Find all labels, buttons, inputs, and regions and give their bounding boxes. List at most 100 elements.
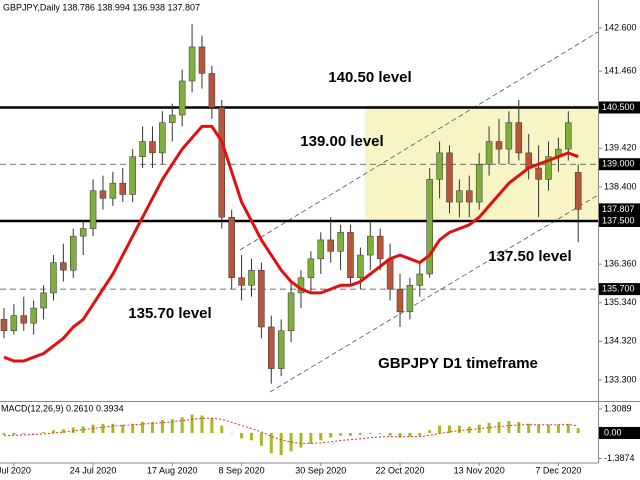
macd-bar (289, 432, 293, 452)
macd-bar (210, 418, 214, 433)
macd-bar (170, 419, 174, 433)
x-tick-label: Jul 2020 (0, 465, 31, 475)
macd-bar (22, 432, 26, 434)
macd-bar (279, 432, 283, 456)
macd-bar (457, 425, 461, 433)
candle-body (198, 46, 206, 74)
candle-body (0, 319, 8, 331)
price-tag (599, 101, 640, 114)
macd-bar (259, 432, 263, 446)
candle-body (317, 239, 325, 260)
x-tick-label: 17 Aug 2020 (147, 465, 198, 475)
x-tick-label: 7 Dec 2020 (535, 465, 581, 475)
y-tick-label: 136.360 (604, 259, 637, 269)
candle-body (50, 262, 57, 294)
macd-bar (329, 432, 333, 438)
price-tag (599, 283, 640, 296)
macd-bar (517, 421, 521, 433)
macd-bar (368, 432, 372, 434)
candle-body (60, 262, 67, 271)
price-tag-label: 139.000 (602, 159, 635, 169)
candle-body (30, 307, 37, 324)
macd-bar (12, 432, 16, 435)
macd-bar (497, 421, 501, 433)
macd-bar (32, 432, 36, 434)
macd-bar (160, 420, 164, 433)
candle-body (327, 239, 334, 252)
candle-body (70, 235, 77, 271)
candle-body (436, 152, 443, 180)
candle-body (238, 277, 245, 286)
macd-bar (220, 425, 224, 433)
macd-bar (180, 417, 184, 433)
candle-body (218, 107, 226, 218)
macd-bar (408, 432, 412, 437)
macd-bar (467, 426, 471, 433)
candle-body (416, 273, 424, 286)
candle-body (456, 190, 463, 203)
candle-body (119, 182, 127, 195)
macd-bar (566, 423, 570, 433)
macd-bar (358, 432, 362, 435)
candle-body (149, 141, 156, 154)
candle-body (159, 122, 166, 154)
macd-bar (141, 421, 145, 433)
candle-body (367, 235, 374, 256)
macd-bar (388, 432, 392, 436)
macd-bar (556, 424, 560, 433)
macd-y-tick-label: -1.3874 (604, 453, 635, 463)
candle-body (347, 232, 354, 279)
macd-bar (299, 432, 303, 448)
macd-bar (111, 423, 115, 433)
price-tag-label: 135.700 (602, 283, 635, 293)
y-tick-label: 133.300 (604, 374, 637, 384)
macd-bar (537, 424, 541, 433)
macd-bar (131, 423, 135, 433)
y-tick-label: 138.400 (604, 181, 637, 191)
x-tick-label: 8 Sep 2020 (219, 465, 265, 475)
price-tag (599, 203, 640, 216)
y-tick-label: 135.340 (604, 297, 637, 307)
annotation: GBPJPY D1 timeframe (378, 355, 538, 372)
candle-body (337, 232, 344, 252)
candle-body (89, 190, 97, 229)
macd-bar (309, 432, 313, 444)
price-tag-label: 140.500 (602, 102, 635, 112)
candle-body (426, 179, 433, 275)
x-tick-label: 24 Jul 2020 (70, 465, 117, 475)
candle-body (268, 326, 275, 369)
macd-bar (378, 432, 382, 434)
x-tick-label: 30 Sep 2020 (295, 465, 346, 475)
candle-body (357, 254, 364, 279)
macd-bar (339, 432, 343, 436)
macd-bar (51, 430, 55, 433)
candle-body (99, 190, 107, 199)
candle-body (475, 163, 483, 203)
macd-bar (61, 429, 65, 433)
channel-upper (239, 31, 599, 251)
macd-bar (121, 424, 125, 433)
candle-body (545, 156, 552, 180)
macd-bar (71, 427, 75, 433)
candle-body (277, 330, 285, 369)
macd-bar (240, 432, 244, 439)
y-tick-label: 134.320 (604, 336, 637, 346)
candle-body (386, 258, 394, 290)
candle-body (20, 315, 28, 324)
candle-body (485, 141, 493, 165)
macd-bar (576, 428, 580, 433)
candle-body (169, 114, 176, 123)
macd-bar (269, 432, 273, 454)
annotation: 137.50 level (488, 248, 571, 265)
x-tick-label: 13 Nov 2020 (454, 465, 505, 475)
macd-bar (230, 432, 234, 434)
candle-body (446, 152, 453, 203)
macd-bar (249, 432, 253, 441)
macd-bar (546, 424, 550, 433)
annotation: 140.50 level (328, 69, 411, 86)
macd-bar (150, 421, 154, 433)
price-tag (599, 215, 640, 228)
macd-bar (527, 423, 531, 433)
candle-body (10, 315, 18, 331)
